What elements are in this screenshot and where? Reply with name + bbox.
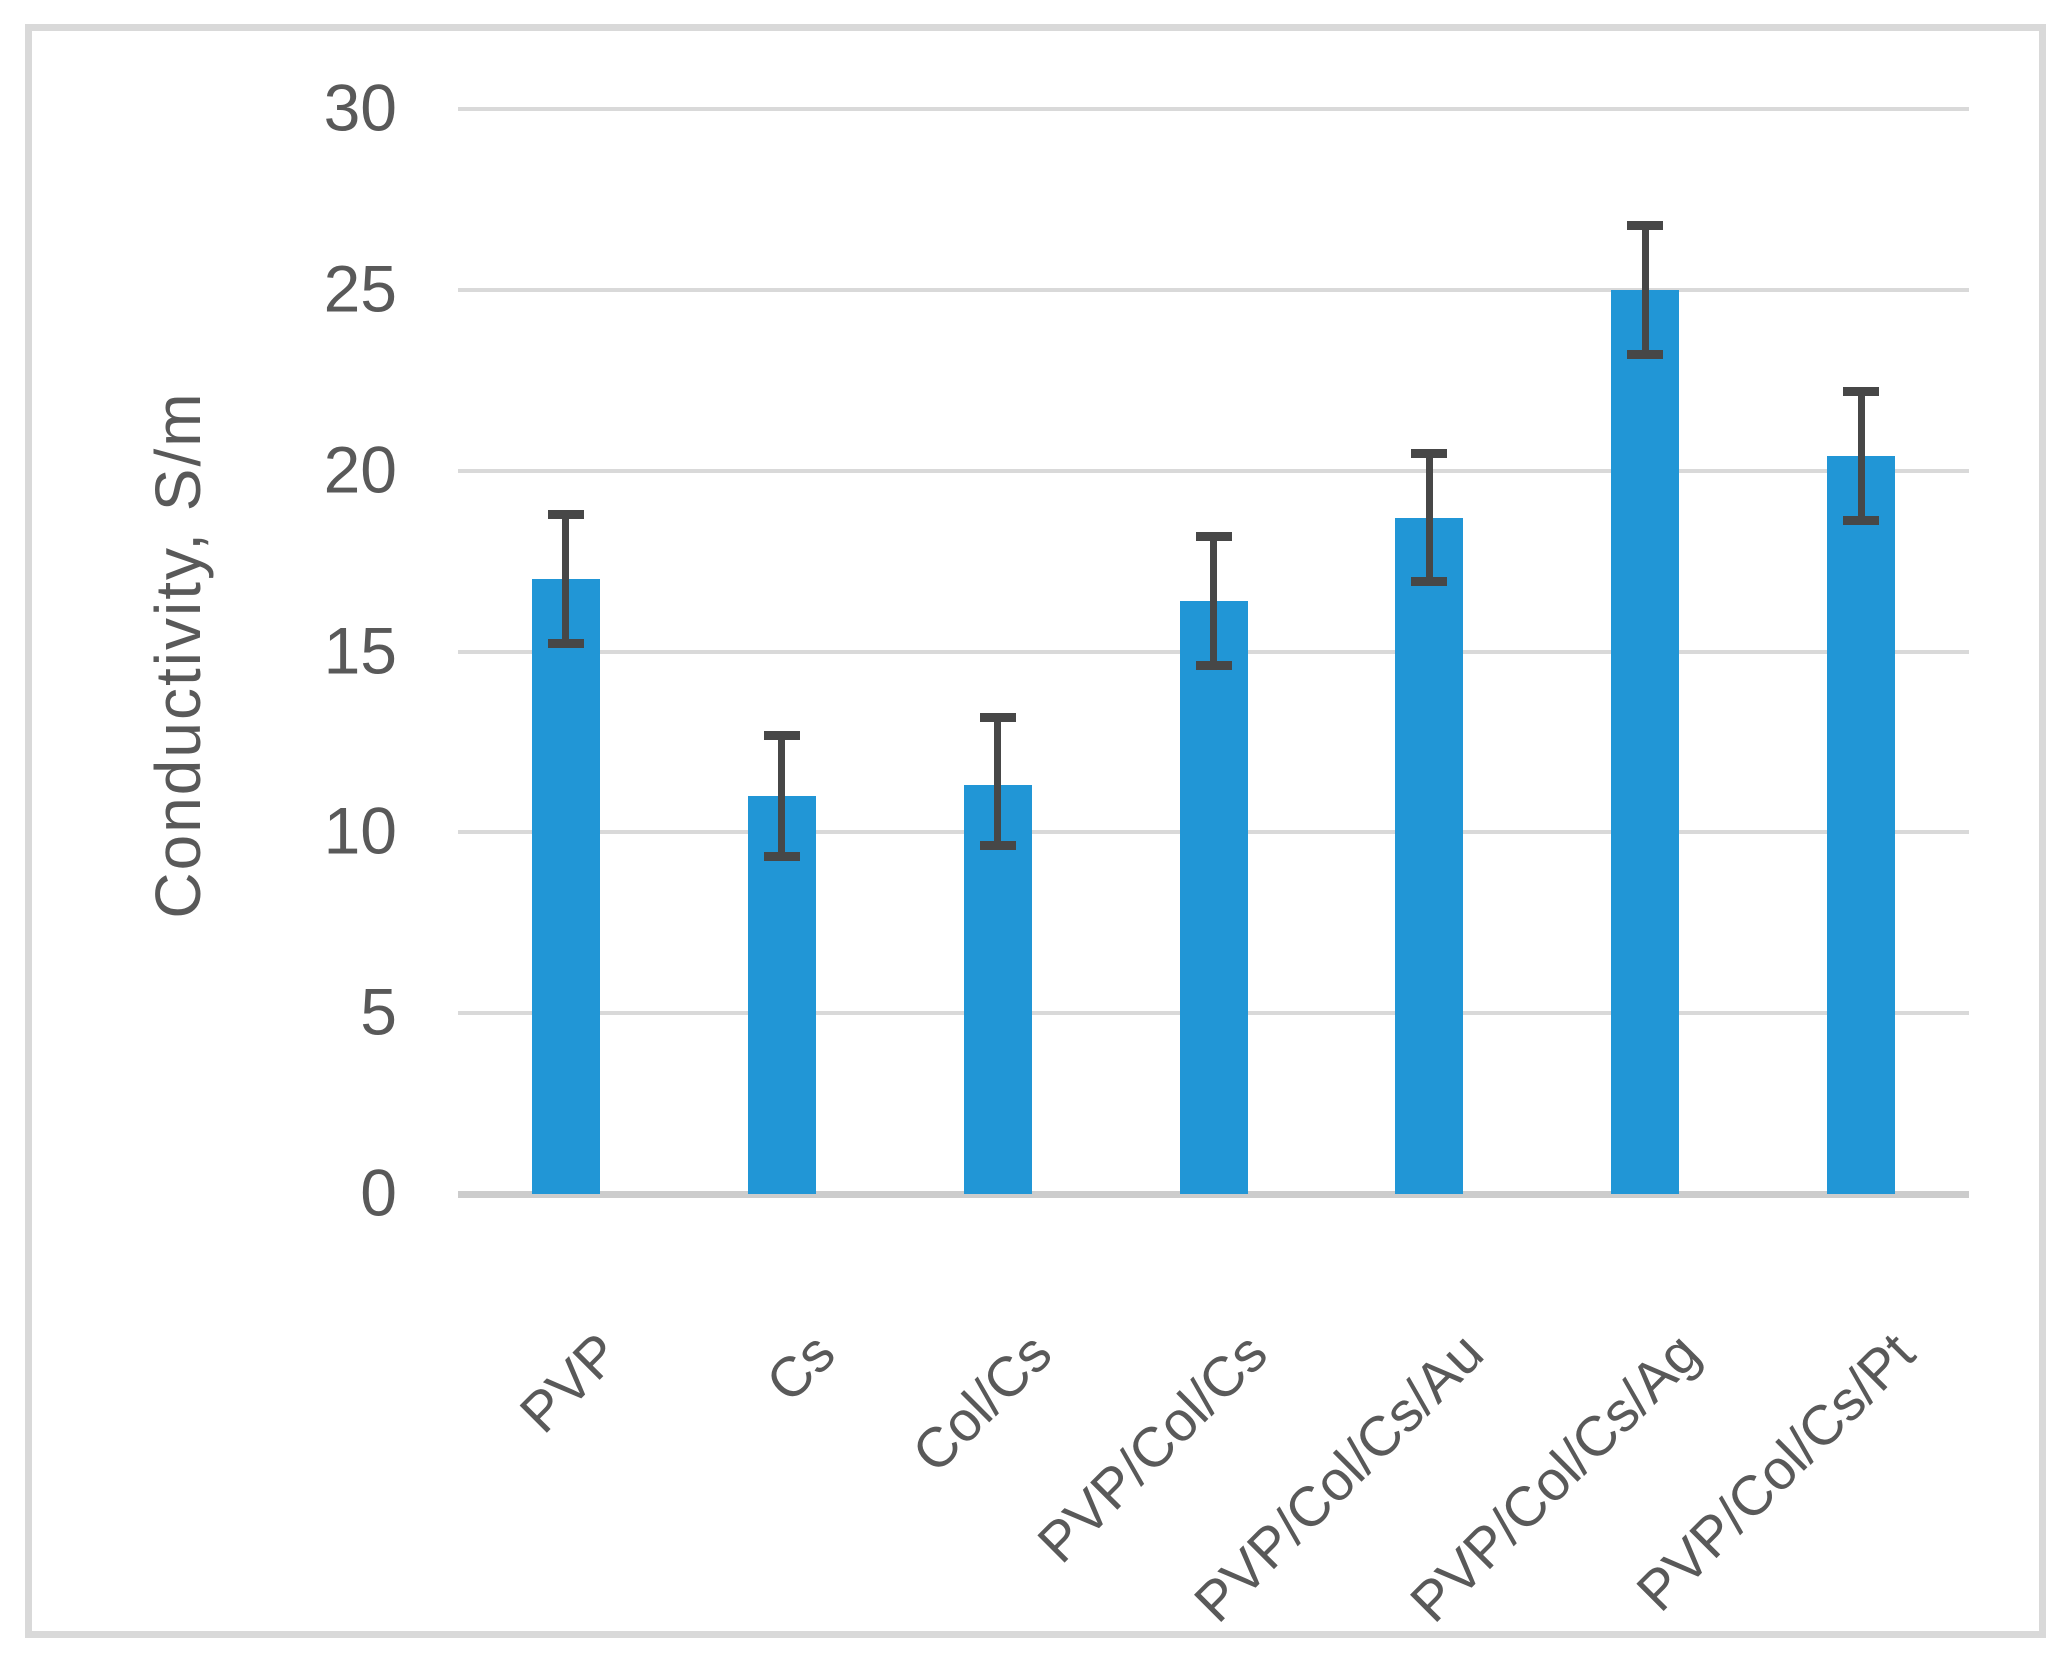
error-bar-line — [778, 731, 786, 862]
y-tick-label: 30 — [323, 70, 397, 145]
error-bar-line — [994, 712, 1002, 851]
error-bar-cap-top — [763, 731, 800, 741]
error-bar-line — [1857, 387, 1865, 525]
gridline — [458, 107, 1969, 111]
y-tick-label: 0 — [360, 1155, 397, 1230]
x-axis-line — [458, 1191, 1969, 1198]
x-category-label: Col/Cs — [899, 1320, 1063, 1485]
bar — [963, 785, 1032, 1194]
error-bar-line — [562, 510, 570, 648]
error-bar-cap-top — [1843, 387, 1880, 397]
bar — [747, 796, 816, 1194]
error-bar-cap-bottom — [763, 852, 800, 862]
x-category-label: Cs — [754, 1320, 848, 1414]
error-bar-cap-top — [1411, 448, 1448, 458]
error-bar-line — [1425, 448, 1433, 587]
error-bar-cap-top — [979, 712, 1016, 722]
error-bar-cap-bottom — [1843, 515, 1880, 525]
bar — [1179, 600, 1248, 1194]
y-tick-label: 15 — [323, 612, 397, 687]
bar — [1611, 289, 1680, 1194]
error-bar-cap-bottom — [1411, 577, 1448, 587]
error-bar-cap-bottom — [547, 638, 584, 648]
gridline — [458, 468, 1969, 473]
y-tick-label: 5 — [360, 974, 397, 1049]
y-tick-label: 10 — [323, 793, 397, 868]
bar — [531, 579, 600, 1194]
gridline — [458, 287, 1969, 292]
error-bar-cap-bottom — [1195, 660, 1232, 670]
error-bar-cap-top — [547, 510, 584, 520]
error-bar-cap-top — [1627, 221, 1664, 231]
error-bar-cap-bottom — [979, 841, 1016, 851]
error-bar-cap-top — [1195, 532, 1232, 542]
error-bar-line — [1641, 221, 1649, 359]
error-bar-line — [1210, 532, 1217, 670]
bar — [1827, 456, 1896, 1194]
x-category-label: PVP — [507, 1320, 632, 1445]
y-tick-label: 25 — [323, 251, 397, 326]
error-bar-cap-bottom — [1627, 349, 1664, 359]
bar — [1395, 517, 1464, 1194]
y-tick-label: 20 — [323, 432, 397, 507]
